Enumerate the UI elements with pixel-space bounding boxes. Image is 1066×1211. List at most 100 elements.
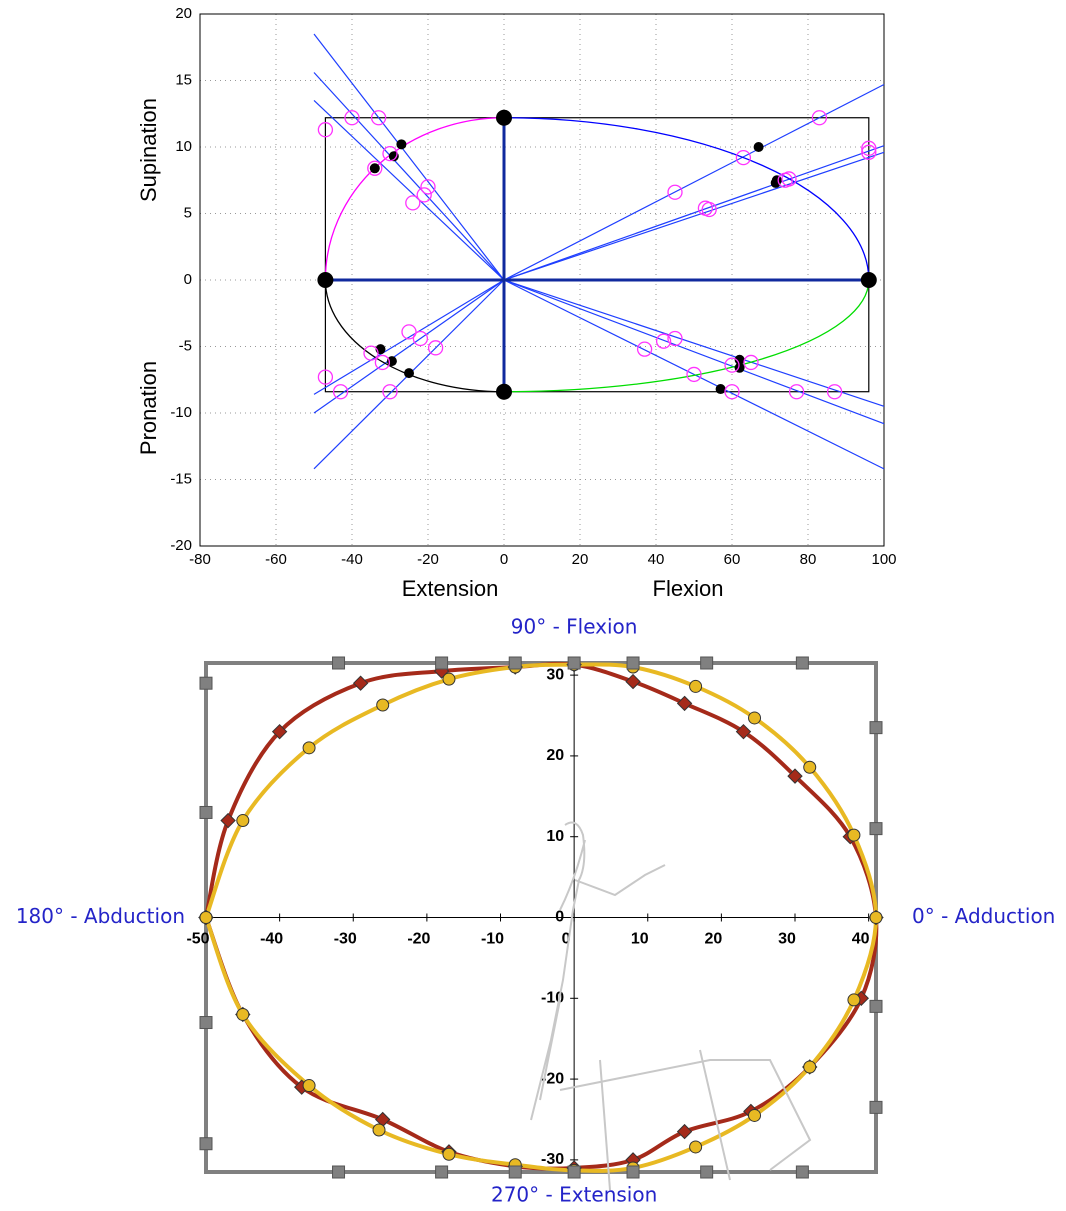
y-tick-label: -20 <box>541 1070 564 1087</box>
point-ring <box>686 366 702 383</box>
y-axis-label: Pronation <box>136 361 161 455</box>
y-tick-label: -5 <box>179 337 192 354</box>
point-circle <box>847 993 861 1007</box>
point-ring <box>861 144 877 160</box>
point-square <box>567 1165 581 1179</box>
direction-label: 180° - Abduction <box>16 904 185 928</box>
point-circle <box>376 698 390 712</box>
point-ring <box>401 324 417 340</box>
point <box>369 163 380 174</box>
point-circle <box>689 1140 703 1154</box>
point-square <box>199 805 213 819</box>
x-tick-label: 0 <box>500 551 508 568</box>
point-square <box>199 1016 213 1030</box>
point-square <box>626 1165 640 1179</box>
x-tick-label: 40 <box>852 931 870 948</box>
point-ring <box>344 110 360 126</box>
x-tick-label: 60 <box>724 551 741 568</box>
ray <box>313 33 505 281</box>
point-diamond <box>735 723 752 740</box>
ray <box>313 279 505 395</box>
point-ring <box>636 341 653 357</box>
point-circle <box>372 1123 386 1137</box>
point-ring <box>374 354 391 371</box>
x-axis-label: Extension <box>402 576 499 601</box>
point-square <box>795 656 809 670</box>
point-square <box>869 822 883 836</box>
point-ring <box>363 345 379 361</box>
point-ring <box>781 171 797 187</box>
point-circle <box>869 911 883 924</box>
ellipse-arc <box>324 117 505 281</box>
y-tick-label: 20 <box>175 5 192 22</box>
point-ring <box>861 140 877 156</box>
x-tick-label: -10 <box>481 931 504 948</box>
direction-label: 0° - Adduction <box>912 904 1055 928</box>
point-circle <box>302 741 316 755</box>
point-circle <box>748 711 762 725</box>
point-ring <box>667 184 683 200</box>
point-circle <box>236 1007 250 1021</box>
x-tick-label: 30 <box>778 931 796 948</box>
y-tick-label: 10 <box>175 138 192 155</box>
point-square <box>332 1165 346 1179</box>
point-square <box>626 656 640 670</box>
point-ring <box>743 354 759 371</box>
ellipse-arc <box>324 279 505 393</box>
pole-point <box>496 383 512 400</box>
x-tick-label: -50 <box>186 931 209 948</box>
point-square <box>508 1165 522 1179</box>
point-diamond <box>625 673 641 690</box>
point <box>388 151 399 162</box>
bounding-rect <box>324 117 870 393</box>
point-ring <box>367 160 383 176</box>
point-square <box>199 1137 213 1151</box>
x-tick-label: -80 <box>189 551 211 568</box>
y-tick-label: -30 <box>541 1151 564 1168</box>
point-diamond <box>271 723 288 740</box>
ray <box>313 72 505 281</box>
point <box>396 139 407 150</box>
point <box>715 384 726 395</box>
point-ring <box>667 330 683 347</box>
point <box>753 142 764 152</box>
point <box>771 175 782 186</box>
point-square <box>795 1165 809 1179</box>
x-tick-label: 20 <box>704 931 722 948</box>
point-circle <box>803 760 817 774</box>
point-ring <box>701 201 717 218</box>
point <box>404 368 414 379</box>
point-ring <box>724 384 740 400</box>
point-square <box>332 656 346 670</box>
point-ring <box>317 369 334 385</box>
ray <box>503 145 885 281</box>
point-square <box>869 1100 883 1114</box>
point-diamond <box>787 768 803 784</box>
point-ring <box>412 330 429 347</box>
point-square <box>700 656 714 670</box>
point-square <box>869 721 883 735</box>
point-ring <box>370 110 387 126</box>
point-circle <box>236 814 250 828</box>
point-circle <box>442 672 456 686</box>
point-square <box>567 656 581 670</box>
point-ring <box>826 384 843 400</box>
ray <box>313 100 505 281</box>
pole-point <box>496 109 512 126</box>
ray <box>503 279 885 425</box>
x-tick-label: -40 <box>341 551 363 568</box>
x-tick-label: 100 <box>871 551 896 568</box>
point-ring <box>724 357 740 373</box>
ellipse-arc <box>503 117 870 281</box>
point-square <box>508 656 522 670</box>
point-ring <box>405 195 421 211</box>
y-tick-label: 0 <box>184 271 192 288</box>
y-tick-label: 20 <box>546 747 564 764</box>
point-circle <box>748 1108 762 1122</box>
point-ring <box>382 145 398 162</box>
point-ring <box>427 340 444 356</box>
x-tick-label: -20 <box>417 551 439 568</box>
direction-label: 90° - Flexion <box>511 615 638 639</box>
y-axis-label: Supination <box>136 98 161 202</box>
